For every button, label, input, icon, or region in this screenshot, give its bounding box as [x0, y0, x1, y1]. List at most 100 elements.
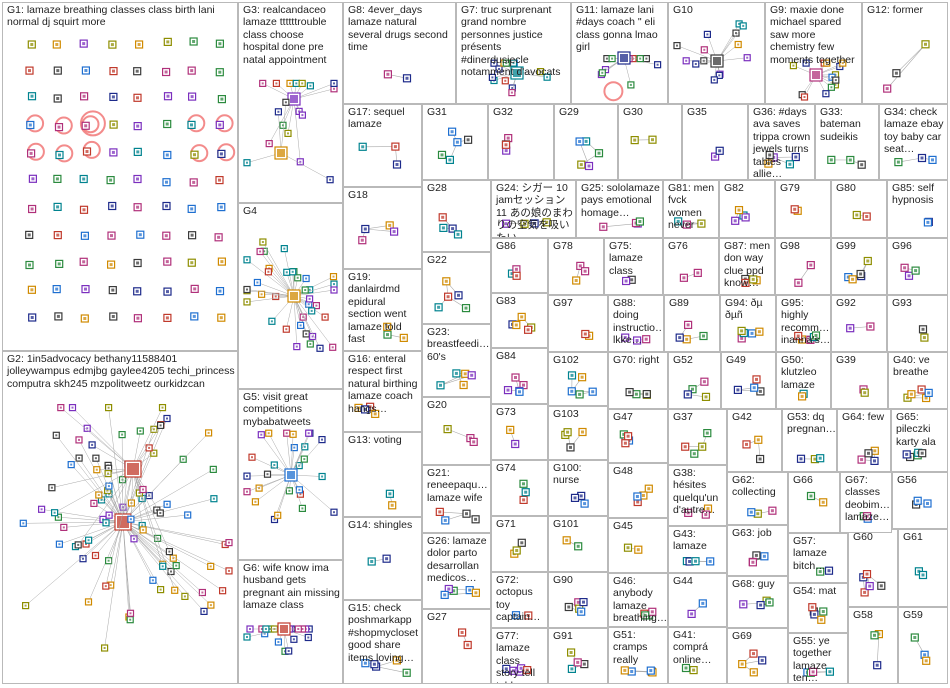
node-g67-2-fill: [865, 514, 869, 518]
node-g4-0-24-fill: [333, 289, 335, 291]
node-g20-1-fill: [446, 427, 450, 431]
node-g3-0-2-fill: [333, 87, 335, 90]
group-panel-g5: G5: visit great competitions mybabatweet…: [238, 389, 343, 560]
node-g4-0-18-fill: [302, 316, 305, 319]
node-g3-0-4-fill: [298, 110, 301, 113]
node-g2-0-55-fill: [183, 595, 186, 598]
group-graph-g79: [790, 205, 802, 215]
edge-g2-0-27: [78, 439, 124, 523]
node-g1-11-fill: [112, 69, 115, 73]
edge-g5-0-19: [268, 433, 292, 476]
node-g2-1-13-fill: [91, 443, 94, 446]
node-g100-0-fill: [583, 502, 587, 506]
node-g35-0-fill: [713, 155, 717, 159]
group-graph-g9: [789, 59, 847, 101]
group-panel-g67: G67: classes deobim… lamaze…: [840, 472, 892, 533]
node-g42-1-fill: [756, 438, 760, 442]
node-g76-1-fill: [696, 271, 700, 275]
group-panel-g40: G40: ve breathe: [888, 352, 948, 409]
node-g1-78-fill: [193, 287, 197, 291]
node-g1-65-fill: [57, 262, 61, 266]
node-g79-1-fill: [793, 207, 797, 211]
node-g58-1-fill: [873, 633, 876, 637]
group-panel-g99: G99: [831, 238, 887, 295]
node-g37-3-fill: [692, 452, 696, 456]
node-g1-40-fill: [31, 177, 35, 181]
node-g26-2-fill: [468, 588, 472, 592]
node-g4-0-5-fill: [274, 295, 277, 298]
group-graph-g48: [633, 484, 653, 507]
node-g1-74-fill: [84, 287, 87, 291]
group-panel-g66: G66: [788, 472, 840, 533]
node-g19-0-fill: [402, 336, 406, 340]
node-g94-3-fill: [740, 329, 744, 333]
node-g71-0-fill: [520, 541, 524, 545]
edge-g2-0-58: [122, 469, 214, 523]
node-g96-2-fill: [914, 269, 918, 273]
node-g1-71-fill: [220, 260, 224, 264]
group-graph-g57: [816, 566, 834, 576]
hub-g7-0-fill: [513, 69, 521, 77]
group-graph-g25: [599, 217, 645, 231]
group-graph-g27: [457, 628, 472, 650]
node-g100-1-fill: [579, 494, 583, 498]
group-panel-g43: G43: lamaze: [668, 526, 727, 573]
node-g2-0-33-fill: [105, 521, 107, 524]
edge-g4-0-33: [293, 295, 298, 347]
node-g49-1-fill: [758, 389, 762, 393]
group-panel-g57: G57: lamaze bitch…: [788, 533, 848, 583]
node-g2-0-40-fill: [228, 569, 230, 572]
node-g15-4-fill: [363, 661, 367, 665]
node-g64-0-fill: [873, 459, 876, 463]
node-g5-0-25-fill: [246, 490, 248, 493]
group-graph-g36: [764, 150, 800, 169]
edge-g3-1-3: [280, 102, 287, 154]
group-graph-g60: [859, 569, 886, 597]
group-graph-g6: [243, 622, 313, 655]
node-g91-2-fill: [576, 660, 580, 664]
node-g21-0-fill: [438, 510, 442, 514]
node-g83-0-fill: [520, 315, 524, 319]
node-g100-2-fill: [573, 496, 577, 500]
node-g52-3-fill: [704, 395, 708, 399]
group-graph-g19: [383, 322, 408, 343]
node-g84-4-fill: [518, 390, 521, 394]
node-g2-1-1-fill: [108, 514, 111, 517]
node-g5-0-4-fill: [303, 458, 306, 461]
node-g2-1-2-fill: [173, 589, 176, 592]
node-g5-0-5-fill: [273, 464, 276, 466]
group-graph-g30: [630, 135, 657, 145]
node-g93-0-fill: [922, 336, 926, 340]
edge-g2-0-21: [122, 521, 154, 581]
node-g22-0-fill: [446, 295, 450, 299]
group-panel-g97: G97: [548, 295, 608, 352]
group-panel-g48: G48: [608, 463, 668, 518]
node-g1-29-fill: [165, 122, 169, 126]
node-g34-2-fill: [931, 158, 934, 162]
group-graph-g77: [502, 664, 532, 676]
group-graph-g50: [798, 389, 808, 401]
edge-g5-0-25: [246, 474, 292, 492]
node-g7-0-4-fill: [498, 68, 500, 70]
node-g2-0-61-fill: [139, 430, 142, 432]
group-graph-g47: [619, 430, 634, 448]
node-g43-2-fill: [688, 560, 692, 563]
edge-g5-0-24: [261, 434, 292, 476]
group-panel-g80: G80: [831, 180, 887, 238]
node-g85-1-fill: [926, 220, 930, 224]
hub-g6-0-fill: [280, 625, 288, 633]
node-g13-0-fill: [388, 492, 392, 496]
node-g6-0-9-fill: [301, 628, 304, 630]
group-panel-g75: G75: lamaze class: [604, 238, 663, 295]
node-g41-1-fill: [684, 666, 688, 670]
node-g5-0-23-fill: [292, 433, 295, 436]
group-panel-g46: G46: anybody lamaze breathing…: [608, 573, 668, 627]
node-g4-0-2-fill: [261, 241, 264, 243]
group-graph-g65: [902, 448, 927, 462]
node-g81-2-fill: [685, 223, 689, 227]
node-g11-0-13-fill: [639, 57, 642, 60]
node-g2-0-62-fill: [209, 565, 212, 568]
node-g23-0-fill: [454, 371, 458, 375]
node-g69-1-fill: [752, 652, 755, 656]
edge-g2-1-7: [132, 468, 170, 552]
